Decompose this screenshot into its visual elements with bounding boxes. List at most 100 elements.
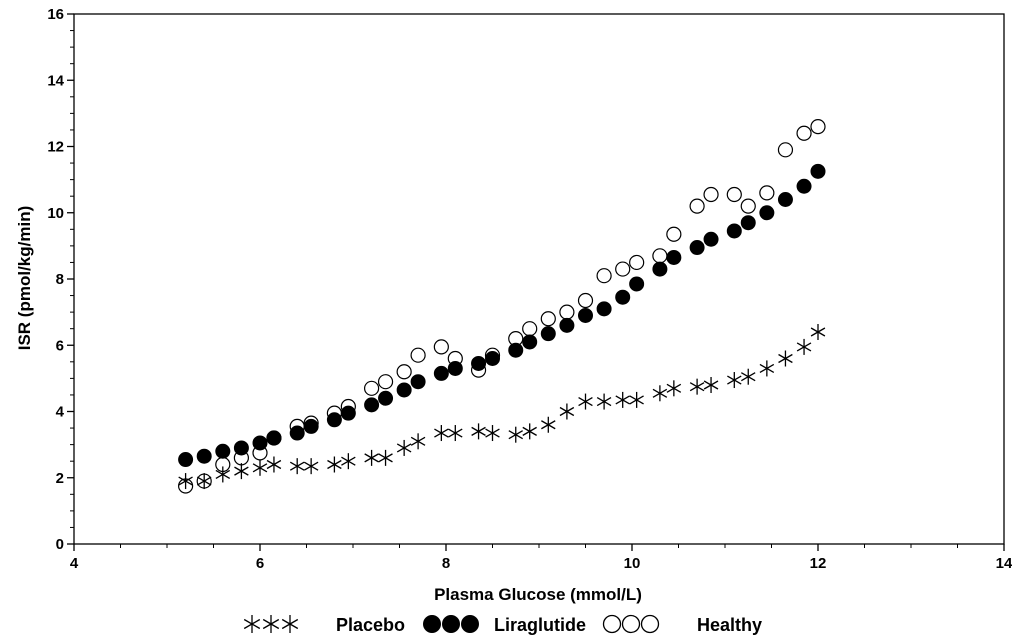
- data-point-healthy: [777, 142, 794, 158]
- data-point-liraglutide: [629, 276, 645, 292]
- data-point-liraglutide: [410, 374, 426, 390]
- x-axis: 4 6 8 10 12 14: [70, 544, 1012, 572]
- data-point-placebo: [796, 338, 812, 355]
- x-axis-label: Plasma Glucose (mmol/L): [434, 585, 642, 604]
- y-tick-label: 6: [56, 337, 64, 354]
- data-point-placebo: [666, 380, 682, 397]
- data-point-liraglutide: [289, 425, 305, 441]
- data-point-placebo: [448, 425, 463, 442]
- legend-label: Placebo: [336, 615, 405, 635]
- data-point-healthy: [377, 374, 394, 390]
- data-point-placebo: [485, 425, 500, 442]
- data-point-liraglutide: [759, 205, 775, 221]
- data-point-liraglutide: [540, 326, 556, 342]
- data-point-liraglutide: [178, 452, 194, 468]
- legend-symbol: [262, 615, 280, 633]
- series-layer: [178, 119, 826, 494]
- y-tick-label: 4: [56, 404, 65, 421]
- data-point-placebo: [559, 403, 575, 420]
- y-axis: 0 2 4 6 8 10 12 14 16: [47, 6, 74, 553]
- data-point-liraglutide: [796, 178, 812, 194]
- data-point-placebo: [508, 426, 524, 443]
- data-point-liraglutide: [559, 317, 575, 333]
- legend-symbol: [281, 615, 299, 633]
- data-point-liraglutide: [364, 397, 380, 413]
- y-tick-label: 2: [56, 470, 64, 487]
- x-tick-label: 12: [810, 555, 827, 572]
- legend-label: Healthy: [697, 615, 762, 635]
- legend-label: Liraglutide: [494, 615, 586, 635]
- data-point-placebo: [578, 393, 593, 410]
- data-point-placebo: [740, 368, 756, 385]
- data-point-liraglutide: [740, 215, 756, 231]
- data-point-healthy: [559, 304, 575, 320]
- x-tick-label: 10: [624, 555, 641, 572]
- legend-symbol: [621, 614, 641, 634]
- data-point-healthy: [689, 198, 705, 214]
- data-point-placebo: [471, 423, 486, 440]
- data-point-placebo: [364, 449, 379, 466]
- legend-symbol: [640, 614, 660, 634]
- data-point-healthy: [410, 347, 426, 363]
- data-point-liraglutide: [396, 382, 412, 398]
- data-point-placebo: [810, 324, 826, 340]
- data-point-placebo: [396, 439, 412, 456]
- data-point-healthy: [577, 292, 594, 309]
- legend-item-placebo: Placebo: [243, 615, 405, 635]
- data-point-placebo: [522, 423, 537, 440]
- data-point-healthy: [759, 185, 775, 201]
- data-point-liraglutide: [266, 430, 282, 446]
- x-tick-label: 6: [256, 555, 264, 572]
- data-point-liraglutide: [303, 418, 319, 434]
- legend-item-healthy: Healthy: [602, 614, 762, 635]
- x-tick-label: 8: [442, 555, 450, 572]
- data-point-placebo: [778, 350, 793, 367]
- data-point-placebo: [378, 449, 393, 466]
- legend-symbol: [243, 615, 261, 633]
- data-point-placebo: [196, 473, 212, 490]
- data-point-placebo: [252, 459, 268, 476]
- y-tick-label: 12: [47, 139, 64, 156]
- data-point-placebo: [434, 425, 449, 442]
- data-point-placebo: [341, 453, 356, 470]
- legend-item-liraglutide: Liraglutide: [423, 615, 586, 635]
- data-point-liraglutide: [508, 342, 524, 358]
- data-point-liraglutide: [433, 365, 449, 381]
- data-point-placebo: [629, 391, 644, 408]
- x-tick-label: 14: [996, 555, 1012, 572]
- data-point-liraglutide: [652, 261, 668, 277]
- data-point-placebo: [727, 372, 742, 389]
- data-point-healthy: [433, 339, 449, 355]
- y-axis-label: ISR (pmol/kg/min): [15, 206, 34, 351]
- y-tick-label: 14: [47, 72, 64, 89]
- plot-frame: [73, 13, 1005, 545]
- legend-symbol: [602, 614, 622, 634]
- data-point-healthy: [629, 254, 645, 271]
- data-point-placebo: [759, 360, 775, 377]
- data-point-placebo: [266, 456, 282, 473]
- data-point-liraglutide: [810, 163, 826, 179]
- data-point-placebo: [410, 433, 426, 450]
- data-point-liraglutide: [326, 412, 342, 428]
- data-point-liraglutide: [471, 355, 487, 371]
- data-point-healthy: [666, 226, 682, 242]
- data-point-healthy: [396, 364, 412, 380]
- data-point-placebo: [652, 385, 668, 402]
- data-point-liraglutide: [215, 443, 231, 459]
- data-point-healthy: [615, 261, 631, 277]
- data-point-liraglutide: [689, 240, 705, 256]
- data-point-healthy: [796, 125, 812, 141]
- data-point-liraglutide: [233, 440, 249, 456]
- data-point-healthy: [596, 268, 612, 284]
- legend-symbol: [423, 615, 441, 633]
- y-tick-label: 0: [56, 536, 64, 553]
- data-point-liraglutide: [340, 405, 356, 421]
- data-point-liraglutide: [726, 223, 742, 239]
- data-point-healthy: [810, 119, 826, 135]
- data-point-liraglutide: [777, 192, 793, 207]
- data-point-liraglutide: [666, 249, 682, 265]
- data-point-liraglutide: [447, 360, 463, 376]
- y-tick-label: 10: [47, 205, 64, 222]
- data-point-placebo: [234, 463, 249, 480]
